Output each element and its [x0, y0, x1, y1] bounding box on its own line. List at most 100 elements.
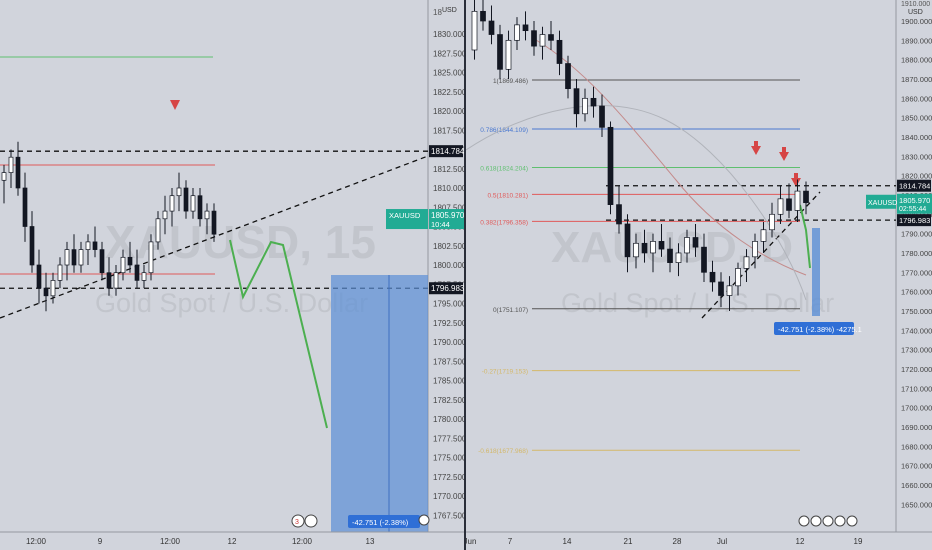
left-y-tick-label: 1772.500: [433, 473, 464, 482]
right-event-icon[interactable]: [834, 515, 846, 527]
left-watermark-symbol: XAUUSD, 15: [105, 216, 376, 268]
left-x-tick-label: 12:00: [292, 537, 313, 546]
left-measure-box: [331, 275, 428, 532]
right-level-price-tag: [897, 214, 931, 227]
right-event-icon[interactable]: [822, 515, 834, 527]
right-x-tick-label: 19: [854, 537, 863, 546]
right-red-arrow: [751, 146, 761, 155]
left-candle-body: [85, 241, 91, 250]
right-candle-body: [641, 242, 648, 254]
left-event-icon[interactable]: [304, 514, 318, 528]
left-candle-body: [134, 264, 140, 281]
right-currency-label: USD: [908, 9, 923, 16]
left-y-tick-label: 1780.000: [433, 415, 464, 424]
left-candle-body: [57, 264, 63, 281]
left-top-tick: 18: [433, 8, 442, 17]
left-x-tick-label: 12:00: [160, 537, 181, 546]
left-candle-body: [197, 195, 203, 220]
right-measure-box: [812, 228, 820, 316]
right-time-axis[interactable]: [466, 532, 932, 550]
right-candle-body: [488, 20, 495, 35]
right-x-tick-label: 28: [673, 537, 682, 546]
right-candle-body: [667, 248, 673, 263]
right-candle-body: [735, 268, 741, 287]
right-candle-body: [718, 281, 724, 296]
left-y-tick-label: 1785.000: [433, 377, 464, 386]
right-event-icon[interactable]: [846, 515, 858, 527]
left-candle-body: [148, 241, 154, 274]
right-y-tick-label: 1760.000: [901, 288, 932, 297]
chart-pane-15min[interactable]: USD 18 1830.000 1827.500 1825.000 1822.500 182…: [0, 0, 464, 550]
right-candle-body: [709, 271, 716, 283]
left-candle-body: [78, 249, 84, 266]
left-y-tick-label: 1767.500: [433, 511, 464, 520]
left-y-tick-label: 1782.500: [433, 396, 464, 405]
right-symbol-tag-text: XAUUSD: [868, 200, 897, 207]
right-y-tick-label: 1890.000: [901, 36, 932, 45]
left-y-tick-label: 1817.500: [433, 126, 464, 135]
right-candle-body: [624, 223, 631, 258]
left-currency-label: USD: [442, 7, 457, 14]
right-y-tick-label: 1780.000: [901, 249, 932, 258]
right-event-icon[interactable]: [798, 515, 810, 527]
left-y-tick-label: 1820.000: [433, 107, 464, 116]
left-time-axis[interactable]: [0, 532, 464, 550]
left-y-tick-label: 1830.000: [433, 30, 464, 39]
right-fib-label: 0.382(1796.358): [480, 219, 528, 226]
left-candle-body: [169, 195, 175, 212]
right-y-tick-label: 1750.000: [901, 307, 932, 316]
right-x-tick-label: Jun: [466, 537, 476, 546]
right-candle-body: [769, 213, 775, 231]
right-y-tick-label: 1680.000: [901, 442, 932, 451]
right-y-tick-label: 1770.000: [901, 268, 932, 277]
left-candle-body: [15, 156, 21, 189]
right-candle-body: [794, 190, 801, 211]
left-level-price-tag: [429, 145, 463, 158]
right-y-tick-label: 1720.000: [901, 365, 932, 374]
right-candle-body: [573, 88, 580, 115]
right-candle-body: [692, 237, 699, 248]
chart-pane-daily[interactable]: USD 1910.000 1900.000 1890.000 1880.000 1870.…: [466, 0, 932, 550]
right-candle-body: [599, 105, 605, 128]
right-candle-body: [531, 30, 537, 47]
left-candle-body: [43, 287, 49, 297]
left-level-price-tag: [429, 282, 463, 295]
right-candle-body: [556, 39, 563, 64]
right-level-price-tag: [897, 179, 931, 192]
right-candle-body: [590, 97, 597, 107]
left-y-tick-label: 1792.500: [433, 319, 464, 328]
left-y-tick-label: 1777.500: [433, 434, 464, 443]
right-top-tick: 1910.000: [901, 1, 930, 8]
right-x-tick-label: 21: [624, 537, 633, 546]
left-y-tick-label: 1800.000: [433, 261, 464, 270]
right-candle-body: [548, 34, 554, 41]
right-watermark-name: Gold Spot / U.S. Dollar: [561, 288, 834, 318]
right-candle-body: [505, 39, 512, 70]
left-countdown: 10:44: [431, 220, 450, 229]
right-y-tick-label: 1670.000: [901, 462, 932, 471]
pane-divider[interactable]: [464, 0, 466, 550]
left-y-tick-label: 1812.500: [433, 165, 464, 174]
right-red-arrow-stem: [782, 147, 786, 152]
left-current-price: 1805.970: [431, 211, 464, 220]
right-price-axis[interactable]: [896, 0, 932, 550]
left-symbol-tag-text: XAUUSD: [389, 211, 421, 220]
left-price-axis[interactable]: [428, 0, 464, 550]
right-fib-label: 1(1869.486): [493, 78, 528, 85]
left-event-icon-right[interactable]: [418, 514, 430, 526]
right-countdown: 02:55:44: [899, 206, 926, 213]
right-y-tick-label: 1850.000: [901, 114, 932, 123]
right-projection-path: [799, 204, 811, 269]
right-candle-body: [522, 24, 529, 32]
right-event-icon[interactable]: [810, 515, 822, 527]
left-flag-icon[interactable]: [291, 514, 305, 528]
right-fib-label: 0(1751.107): [493, 307, 528, 314]
left-measure-label: -42.751 (-2.38%): [352, 518, 409, 527]
right-level-price-text: 1814.784: [899, 182, 930, 191]
right-candle-body: [633, 242, 639, 258]
left-x-tick-label: 12: [228, 537, 237, 546]
left-y-tick-label: 1795.000: [433, 300, 464, 309]
right-fib-label: 0.786(1844.109): [480, 127, 528, 134]
